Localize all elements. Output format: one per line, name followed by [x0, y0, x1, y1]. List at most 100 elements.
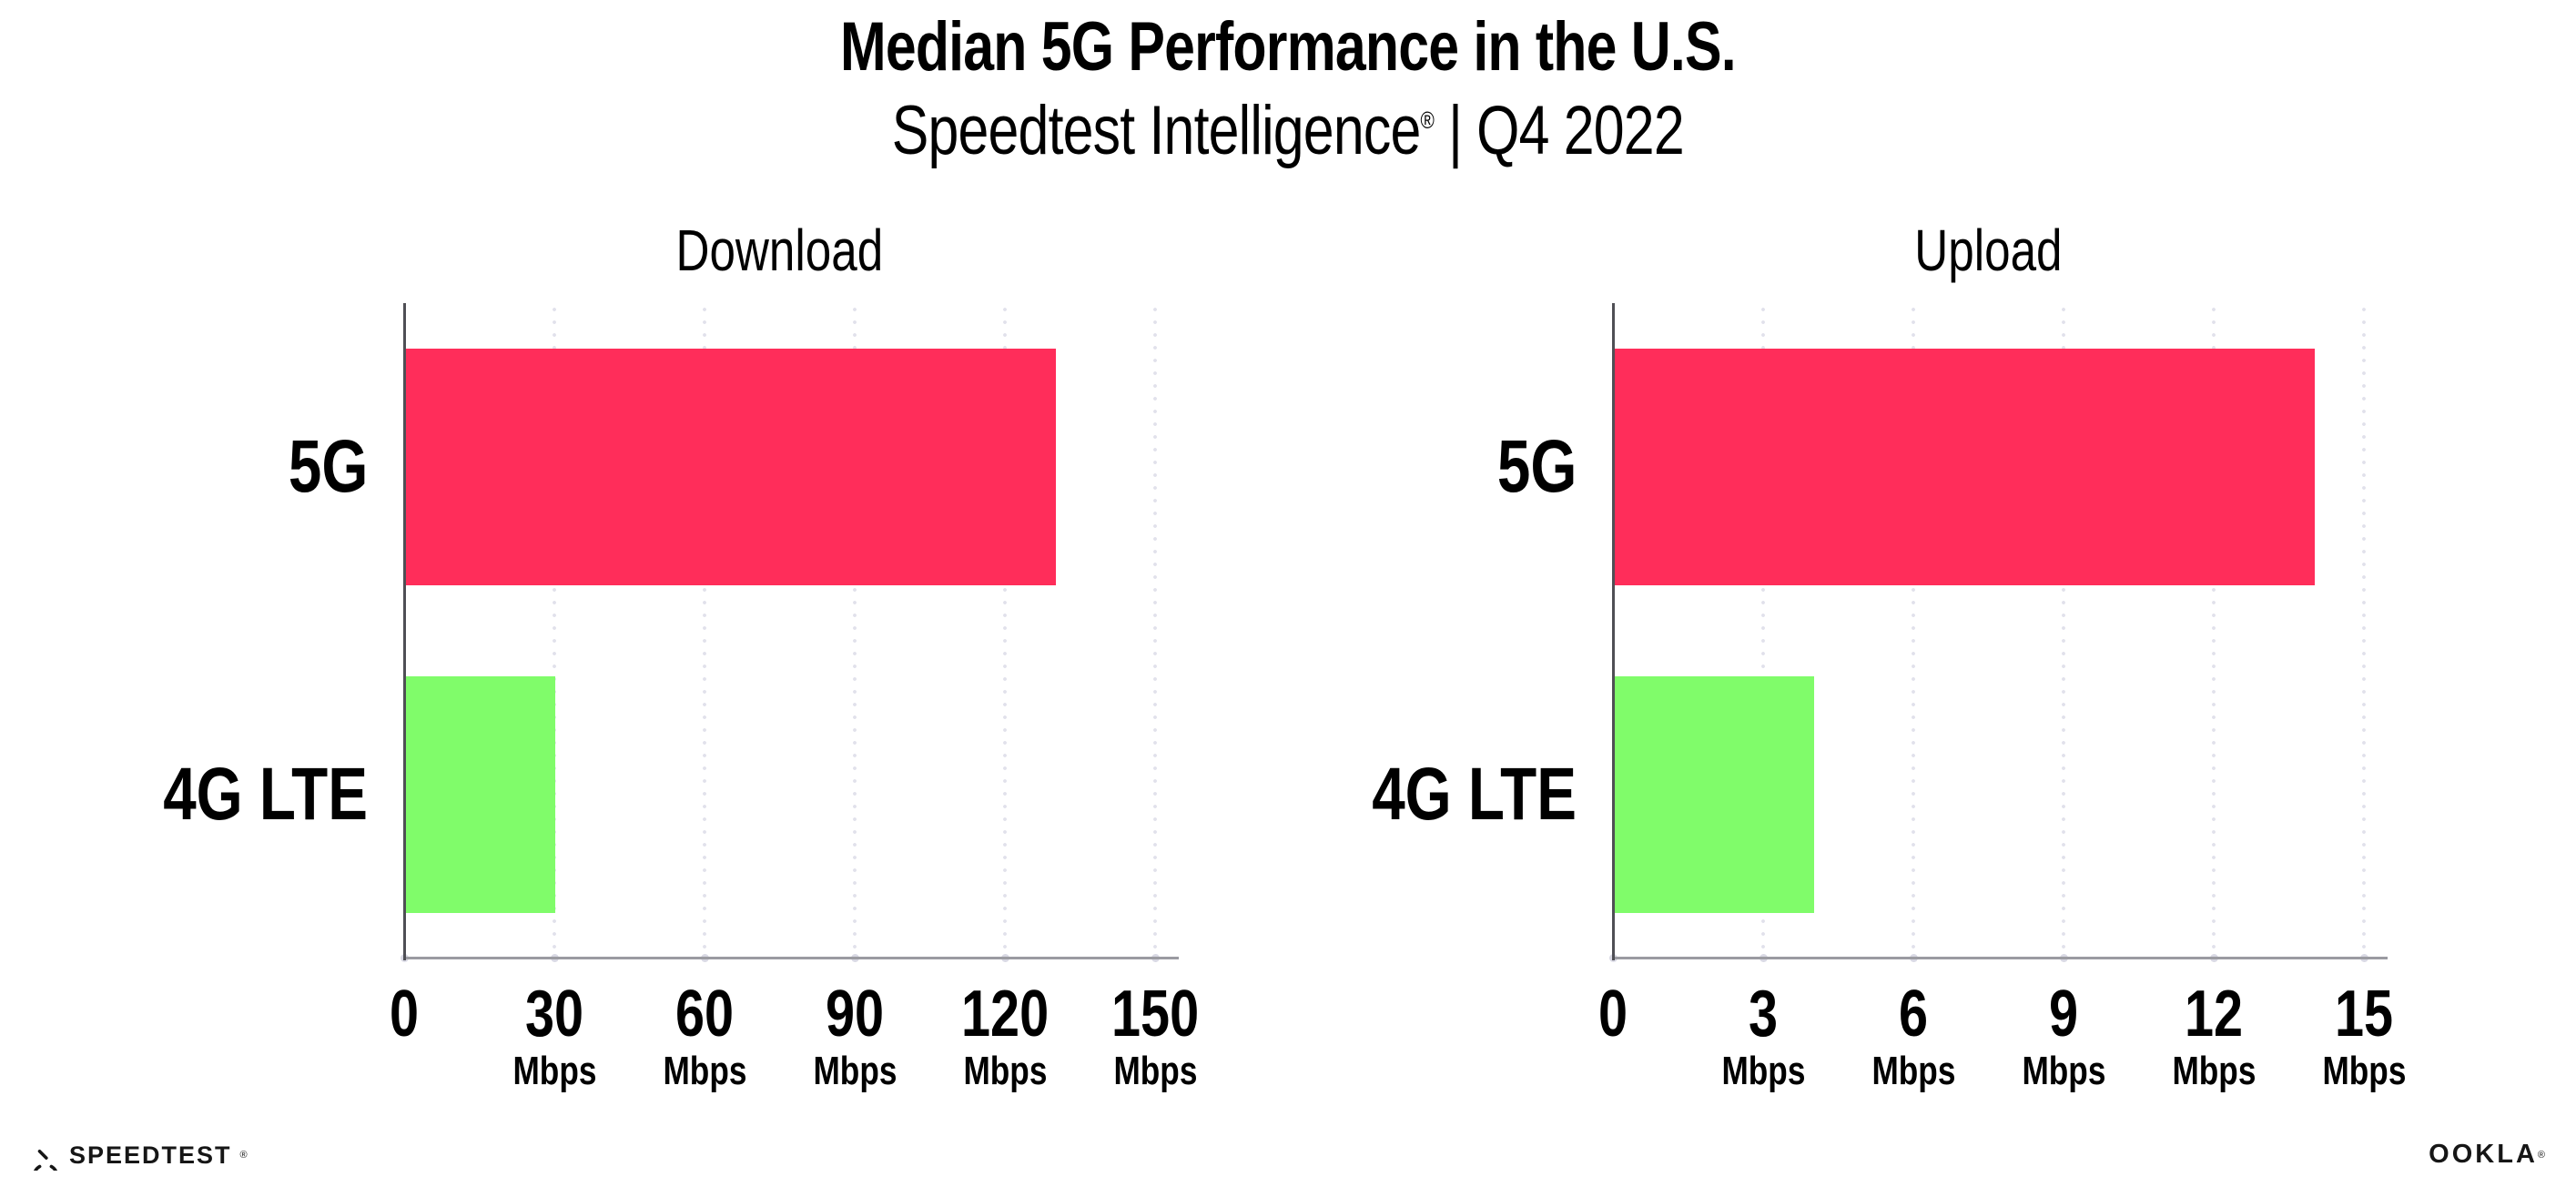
- tick-number-text: 6: [1898, 978, 1929, 1050]
- tick-label-150-download: 150 Mbps: [1055, 979, 1255, 1094]
- subtitle-quarter: | Q4 2022: [1434, 92, 1685, 169]
- category-label-text: 5G: [288, 425, 368, 508]
- tick-number-text: 120: [960, 978, 1050, 1050]
- tick-number: 120: [905, 979, 1105, 1049]
- tick-label-0-upload: 0: [1513, 979, 1713, 1049]
- gridline-9: [2062, 303, 2065, 959]
- tick-unit-text: Mbps: [2022, 1049, 2105, 1093]
- registered-trademark-icon: ®: [1420, 107, 1435, 134]
- ookla-wordmark: OOKLA: [2429, 1140, 2538, 1169]
- tick-number: 15: [2264, 979, 2464, 1049]
- tick-unit-text: Mbps: [2172, 1049, 2256, 1093]
- tick-number: 9: [1963, 979, 2164, 1049]
- tick-number: 3: [1663, 979, 1863, 1049]
- page-subtitle-text: Speedtest Intelligence® | Q4 2022: [891, 91, 1685, 170]
- tick-number-text: 30: [524, 978, 584, 1050]
- tick-unit: Mbps: [1813, 1049, 2013, 1094]
- category-label-text: 4G LTE: [163, 753, 368, 836]
- tick-number-text: 15: [2334, 978, 2394, 1050]
- gridline-60: [703, 303, 706, 959]
- tick-unit-text: Mbps: [663, 1049, 746, 1093]
- page-subtitle: Speedtest Intelligence® | Q4 2022: [0, 91, 2576, 170]
- subtitle-brand: Speedtest Intelligence: [891, 92, 1421, 169]
- chart-upload: Upload 0 3 Mbps 6 Mbps 9 Mbps 12 Mbps 15 Mbps 5G 4G …: [1372, 0, 2406, 1197]
- tick-number: 150: [1055, 979, 1255, 1049]
- x-axis: [1612, 957, 2388, 959]
- tick-unit-text: Mbps: [1871, 1049, 1955, 1093]
- tick-unit-text: Mbps: [1113, 1049, 1197, 1093]
- gridline-6: [1912, 303, 1915, 959]
- plot-area-upload: [1608, 303, 2388, 962]
- tick-number: 30: [454, 979, 654, 1049]
- gridline-3: [1761, 303, 1765, 959]
- tick-number: 6: [1813, 979, 2013, 1049]
- tick-label-9-upload: 9 Mbps: [1963, 979, 2164, 1094]
- speedometer-gauge-icon: [34, 1149, 57, 1171]
- tick-label-120-download: 120 Mbps: [905, 979, 1105, 1094]
- page-title: Median 5G Performance in the U.S.: [0, 7, 2576, 86]
- tick-label-3-upload: 3 Mbps: [1663, 979, 1863, 1094]
- category-label-4g-lte: 4G LTE: [1313, 753, 1577, 837]
- bar-5g-upload: [1614, 349, 2315, 585]
- category-label-4g-lte: 4G LTE: [104, 753, 368, 837]
- category-label-5g: 5G: [104, 425, 368, 509]
- tick-unit: Mbps: [905, 1049, 1105, 1094]
- gridline-90: [853, 303, 857, 959]
- category-label-text: 5G: [1496, 425, 1577, 508]
- tick-unit: Mbps: [1663, 1049, 1863, 1094]
- page-title-text: Median 5G Performance in the U.S.: [840, 8, 1737, 86]
- chart-title-upload-text: Upload: [1914, 218, 2063, 283]
- gridline-120: [1003, 303, 1007, 959]
- speedtest-wordmark: SPEEDTEST: [69, 1141, 232, 1169]
- ookla-logo: OOKLA ®: [2429, 1140, 2545, 1170]
- tick-number-text: 150: [1111, 978, 1200, 1050]
- tick-number-text: 12: [2184, 978, 2244, 1050]
- bar-5g-download: [405, 349, 1056, 585]
- tick-unit-text: Mbps: [963, 1049, 1047, 1093]
- tick-number-text: 0: [389, 978, 420, 1050]
- bar-4g-lte-download: [405, 676, 555, 913]
- tick-number: 0: [1513, 979, 1713, 1049]
- gridline-30: [553, 303, 556, 959]
- chart-download: Download 0 30 Mbps 60 Mbps 90 Mbps 120 Mbps 150 Mb…: [163, 0, 1199, 1197]
- plot-area-download: [400, 303, 1179, 962]
- ookla-registered-icon: ®: [2537, 1149, 2545, 1161]
- tick-unit: Mbps: [2114, 1049, 2314, 1094]
- tick-unit: Mbps: [2264, 1049, 2464, 1094]
- tick-label-0-download: 0: [304, 979, 504, 1049]
- tick-label-60-download: 60 Mbps: [604, 979, 805, 1094]
- speedtest-registered-icon: ®: [239, 1150, 248, 1161]
- tick-number: 12: [2114, 979, 2314, 1049]
- chart-title-download-text: Download: [675, 218, 884, 283]
- tick-number-text: 90: [825, 978, 885, 1050]
- gridline-150: [1153, 303, 1157, 959]
- gridline-15: [2362, 303, 2366, 959]
- tick-label-15-upload: 15 Mbps: [2264, 979, 2464, 1094]
- tick-unit: Mbps: [1055, 1049, 1255, 1094]
- category-label-text: 4G LTE: [1372, 753, 1577, 836]
- tick-unit: Mbps: [604, 1049, 805, 1094]
- y-axis: [1612, 303, 1615, 960]
- tick-number-text: 60: [674, 978, 735, 1050]
- chart-title-download: Download: [404, 217, 1155, 284]
- tick-unit-text: Mbps: [512, 1049, 596, 1093]
- tick-number-text: 9: [2048, 978, 2079, 1050]
- y-axis: [403, 303, 406, 960]
- tick-label-12-upload: 12 Mbps: [2114, 979, 2314, 1094]
- tick-label-90-download: 90 Mbps: [755, 979, 955, 1094]
- tick-number: 60: [604, 979, 805, 1049]
- tick-number: 90: [755, 979, 955, 1049]
- tick-label-30-download: 30 Mbps: [454, 979, 654, 1094]
- tick-unit-text: Mbps: [813, 1049, 897, 1093]
- x-axis: [403, 957, 1179, 959]
- tick-number: 0: [304, 979, 504, 1049]
- tick-unit: Mbps: [1963, 1049, 2164, 1094]
- bar-4g-lte-upload: [1614, 676, 1814, 913]
- tick-unit-text: Mbps: [2322, 1049, 2406, 1093]
- tick-unit: Mbps: [755, 1049, 955, 1094]
- tick-unit: Mbps: [454, 1049, 654, 1094]
- chart-title-upload: Upload: [1613, 217, 2364, 284]
- tick-label-6-upload: 6 Mbps: [1813, 979, 2013, 1094]
- category-label-5g: 5G: [1313, 425, 1577, 509]
